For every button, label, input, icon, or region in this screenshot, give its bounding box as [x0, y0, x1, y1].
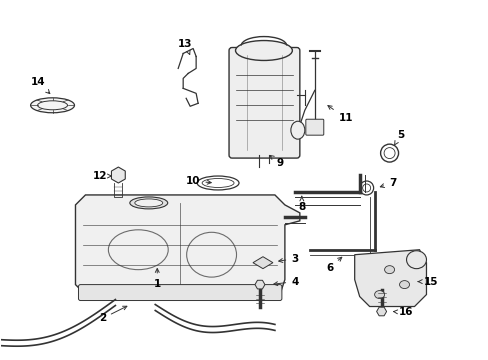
Ellipse shape: [129, 197, 167, 209]
Ellipse shape: [38, 101, 67, 110]
Text: 11: 11: [327, 105, 352, 123]
Polygon shape: [252, 257, 272, 269]
Text: 9: 9: [269, 156, 283, 168]
Polygon shape: [111, 167, 125, 183]
Text: 7: 7: [380, 178, 395, 188]
Text: 10: 10: [185, 176, 211, 186]
Text: 16: 16: [393, 307, 413, 318]
FancyBboxPatch shape: [305, 119, 323, 135]
Ellipse shape: [290, 121, 304, 139]
Polygon shape: [254, 280, 264, 289]
Text: 13: 13: [178, 39, 192, 54]
Polygon shape: [376, 307, 386, 316]
Text: 2: 2: [99, 306, 126, 324]
Ellipse shape: [31, 98, 74, 113]
Ellipse shape: [135, 199, 163, 207]
Text: 8: 8: [298, 196, 305, 212]
Ellipse shape: [406, 251, 426, 269]
Text: 4: 4: [273, 276, 298, 287]
Ellipse shape: [235, 41, 292, 60]
Ellipse shape: [374, 291, 384, 298]
Text: 6: 6: [325, 257, 341, 273]
Text: 5: 5: [393, 130, 404, 145]
Text: 12: 12: [93, 171, 111, 181]
Text: 1: 1: [153, 269, 161, 289]
Text: 15: 15: [417, 276, 438, 287]
Text: 14: 14: [31, 77, 50, 94]
Text: 3: 3: [278, 254, 298, 264]
FancyBboxPatch shape: [228, 48, 299, 158]
Polygon shape: [75, 195, 299, 294]
Ellipse shape: [399, 280, 408, 289]
FancyBboxPatch shape: [78, 285, 281, 301]
Polygon shape: [354, 250, 426, 306]
Ellipse shape: [384, 266, 394, 274]
